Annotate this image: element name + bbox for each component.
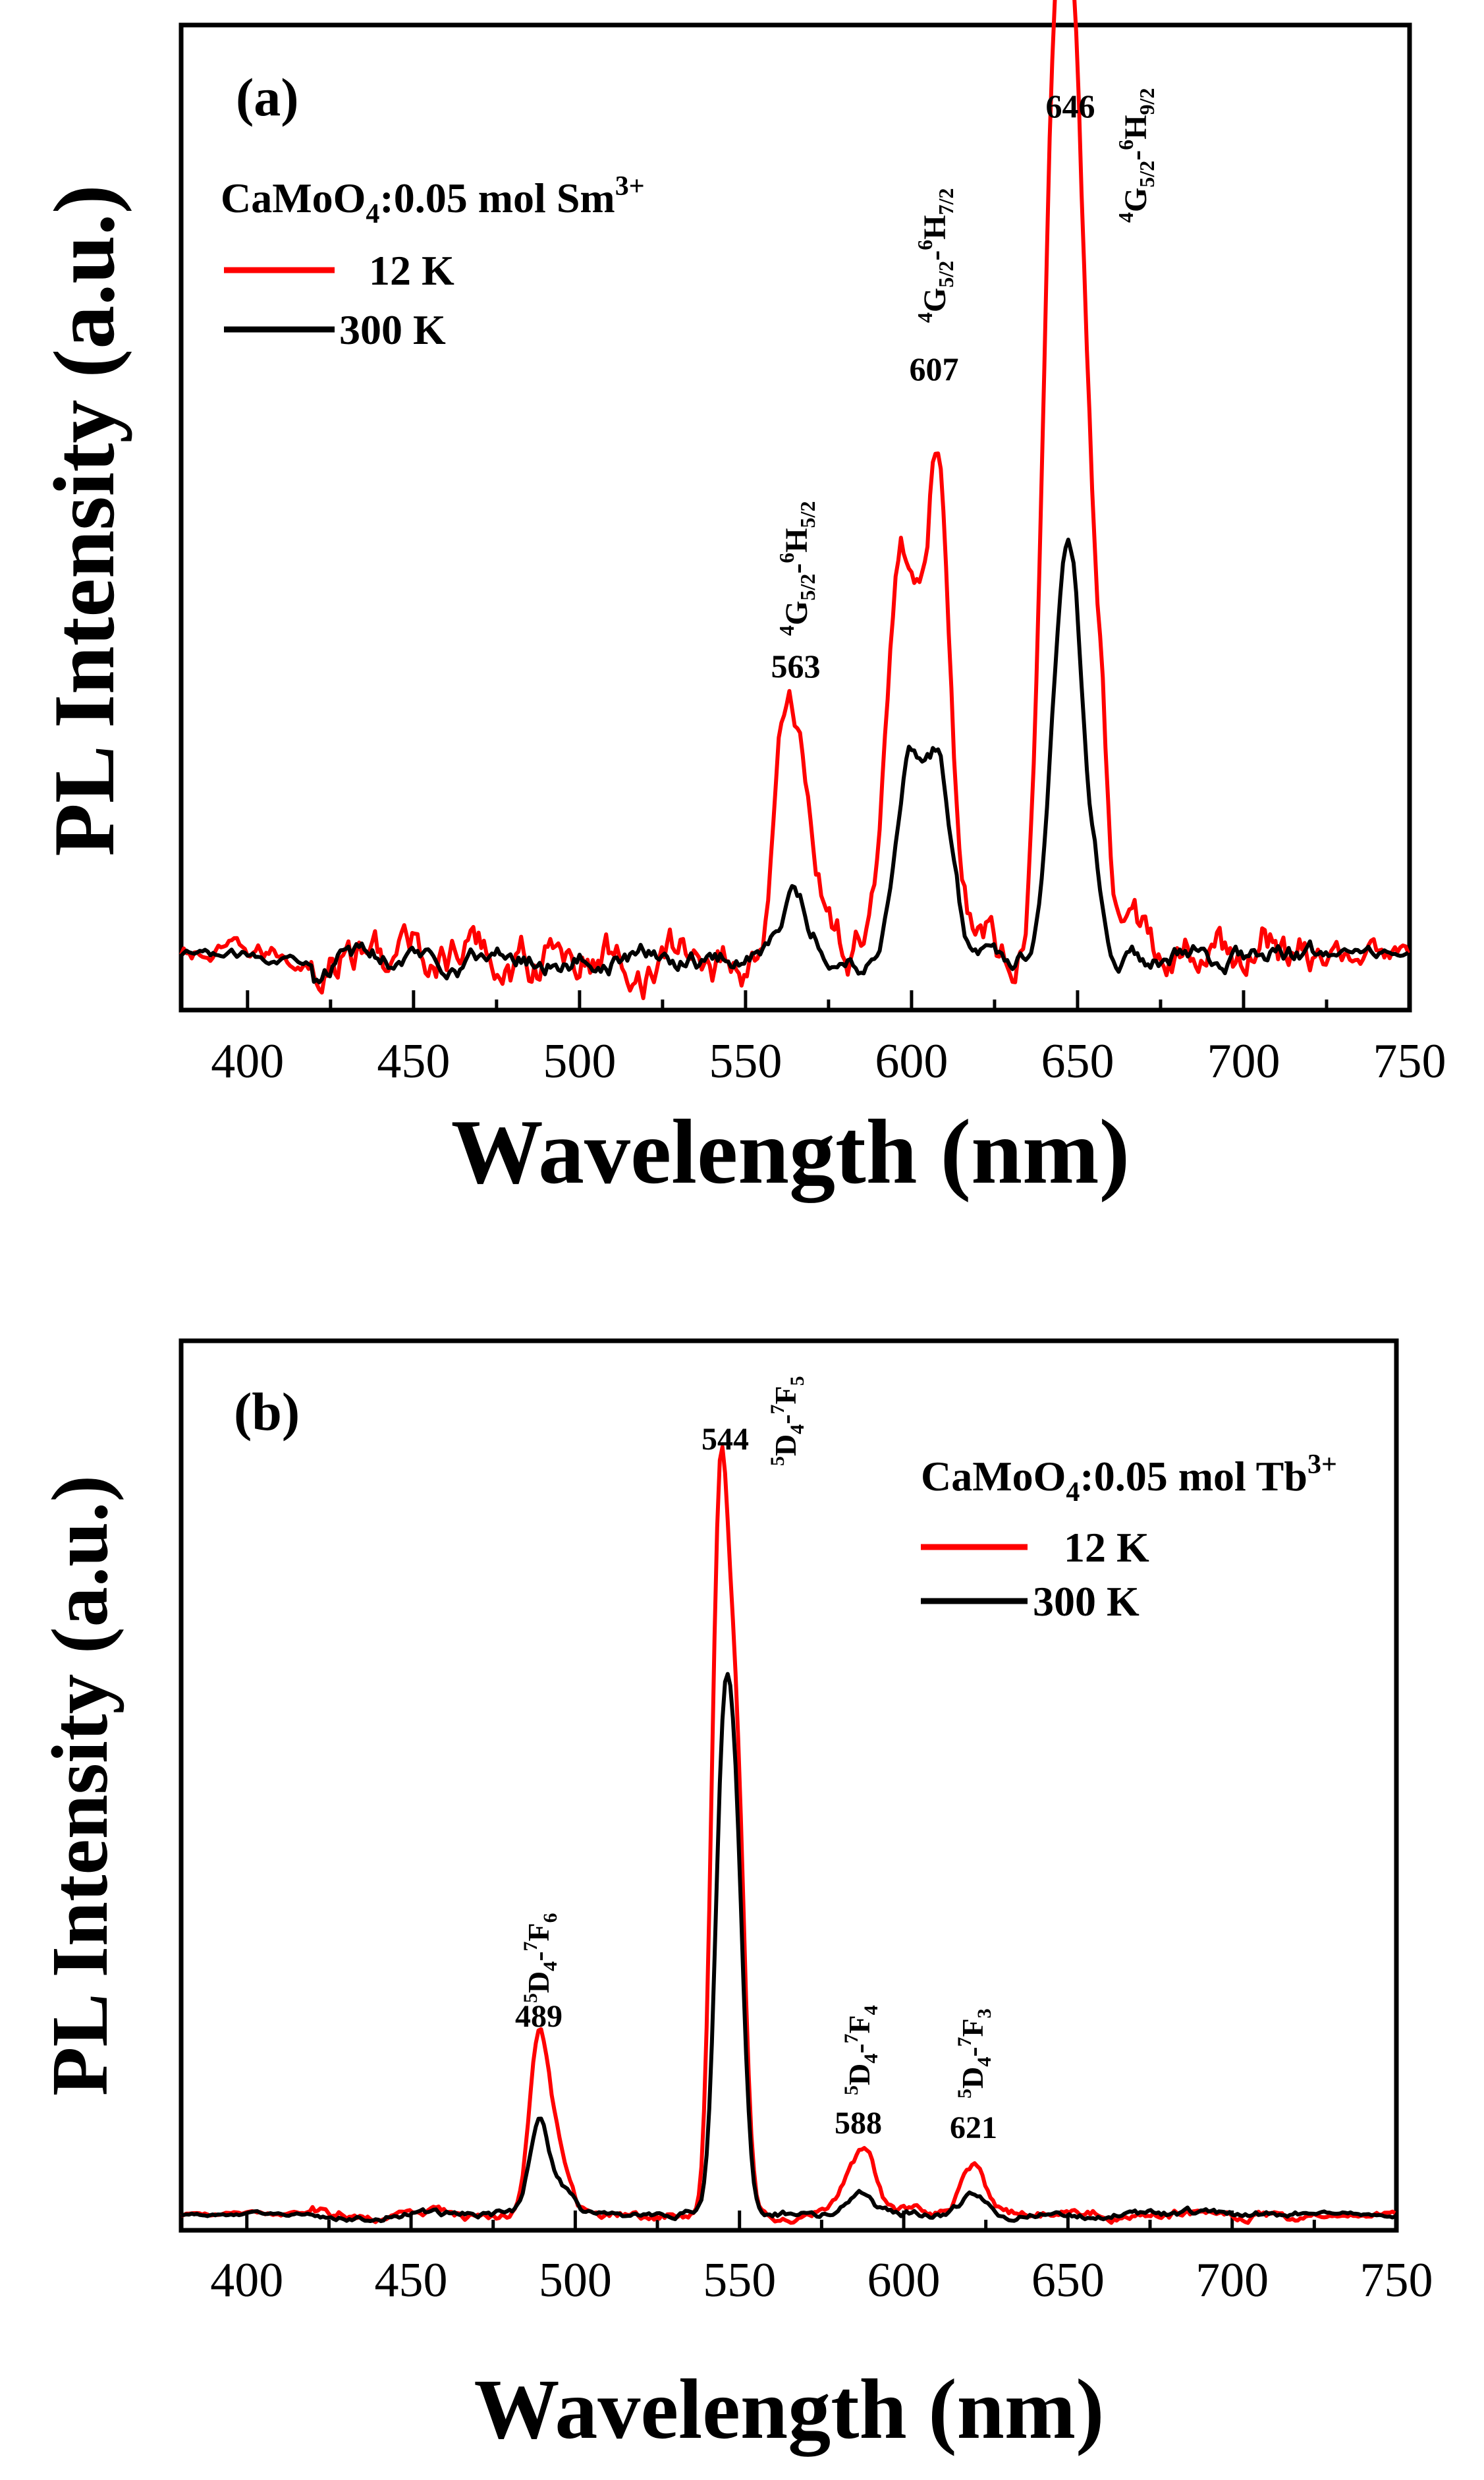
x-tick-label-b-650: 650	[1031, 2253, 1105, 2307]
peak-label-621: 621	[950, 2110, 997, 2145]
x-tick-label-b-450: 450	[375, 2253, 448, 2307]
series-line-a-12k	[179, 0, 1410, 1000]
x-axis-title-a: Wavelength (nm)	[451, 1101, 1130, 1203]
x-tick-label-a-500: 500	[543, 1034, 616, 1088]
transition-label-489: 5D4-7F6	[520, 1913, 561, 2003]
x-ticks-a: 400 450 500 550 600 650 700 750	[211, 990, 1446, 1088]
x-tick-label-a-600: 600	[875, 1034, 948, 1088]
series-line-b-12k	[180, 1444, 1396, 2225]
legend-label-12k-a: 12 K	[369, 247, 454, 294]
series-line-a-300k	[179, 538, 1410, 984]
legend-label-300k-b: 300 K	[1033, 1578, 1140, 1625]
transition-label-588: 5D4-7F4	[840, 2005, 882, 2095]
panel-label-a: (a)	[236, 67, 299, 127]
legend-label-12k-b: 12 K	[1064, 1524, 1149, 1571]
x-ticks-b: 400 450 500 550 600 650 700 750	[210, 2211, 1433, 2307]
plot-frame-b	[179, 1338, 1399, 2233]
transition-label-607: 4G5/2-6H7/2	[913, 188, 958, 323]
legend-title-b: CaMoO4:0.05 mol Tb3+	[921, 1450, 1337, 1508]
peak-label-563: 563	[771, 648, 821, 685]
legend-label-300k-a: 300 K	[339, 306, 446, 353]
curves-a	[179, 0, 1410, 1000]
x-tick-label-b-400: 400	[210, 2253, 283, 2307]
transition-label-544: 5D4-7F5	[767, 1376, 808, 1466]
x-tick-label-a-400: 400	[211, 1034, 284, 1088]
panel-b: 400 450 500 550 600 650 700 750 (b) CaMoO4:0.05…	[36, 1338, 1433, 2457]
x-tick-label-b-600: 600	[867, 2253, 941, 2307]
panel-label-b: (b)	[234, 1382, 300, 1442]
curves-b	[180, 1444, 1396, 2225]
legend-title-a: CaMoO4:0.05 mol Sm3+	[221, 171, 645, 229]
plot-frame-a	[179, 22, 1412, 1013]
peak-label-544: 544	[701, 1422, 749, 1457]
transition-label-563: 4G5/2-6H5/2	[775, 501, 819, 636]
x-tick-label-a-450: 450	[377, 1034, 450, 1088]
x-tick-label-b-550: 550	[703, 2253, 776, 2307]
panel-a: 400 450 500 550 600 650 700 750 (a) CaMoO4:0.05…	[36, 0, 1446, 1203]
y-axis-title-b: PL Intensity (a.u.)	[36, 1475, 124, 2096]
x-tick-label-b-500: 500	[539, 2253, 612, 2307]
transition-label-621: 5D4-7F3	[954, 2008, 995, 2099]
peak-label-646: 646	[1046, 88, 1095, 125]
x-tick-label-b-750: 750	[1360, 2253, 1433, 2307]
x-tick-label-a-650: 650	[1041, 1034, 1114, 1088]
peak-label-588: 588	[835, 2106, 882, 2141]
peak-label-607: 607	[910, 351, 959, 387]
series-line-b-300k	[180, 1672, 1396, 2224]
x-tick-label-a-700: 700	[1207, 1034, 1280, 1088]
x-tick-label-b-700: 700	[1195, 2253, 1269, 2307]
peak-label-489: 489	[515, 1999, 563, 2034]
x-tick-label-a-750: 750	[1373, 1034, 1446, 1088]
y-axis-title-a: PL Intensity (a.u.)	[36, 184, 132, 856]
x-axis-title-b: Wavelength (nm)	[474, 2362, 1105, 2457]
x-tick-label-a-550: 550	[709, 1034, 782, 1088]
transition-label-646: 4G5/2-6H9/2	[1114, 88, 1159, 223]
